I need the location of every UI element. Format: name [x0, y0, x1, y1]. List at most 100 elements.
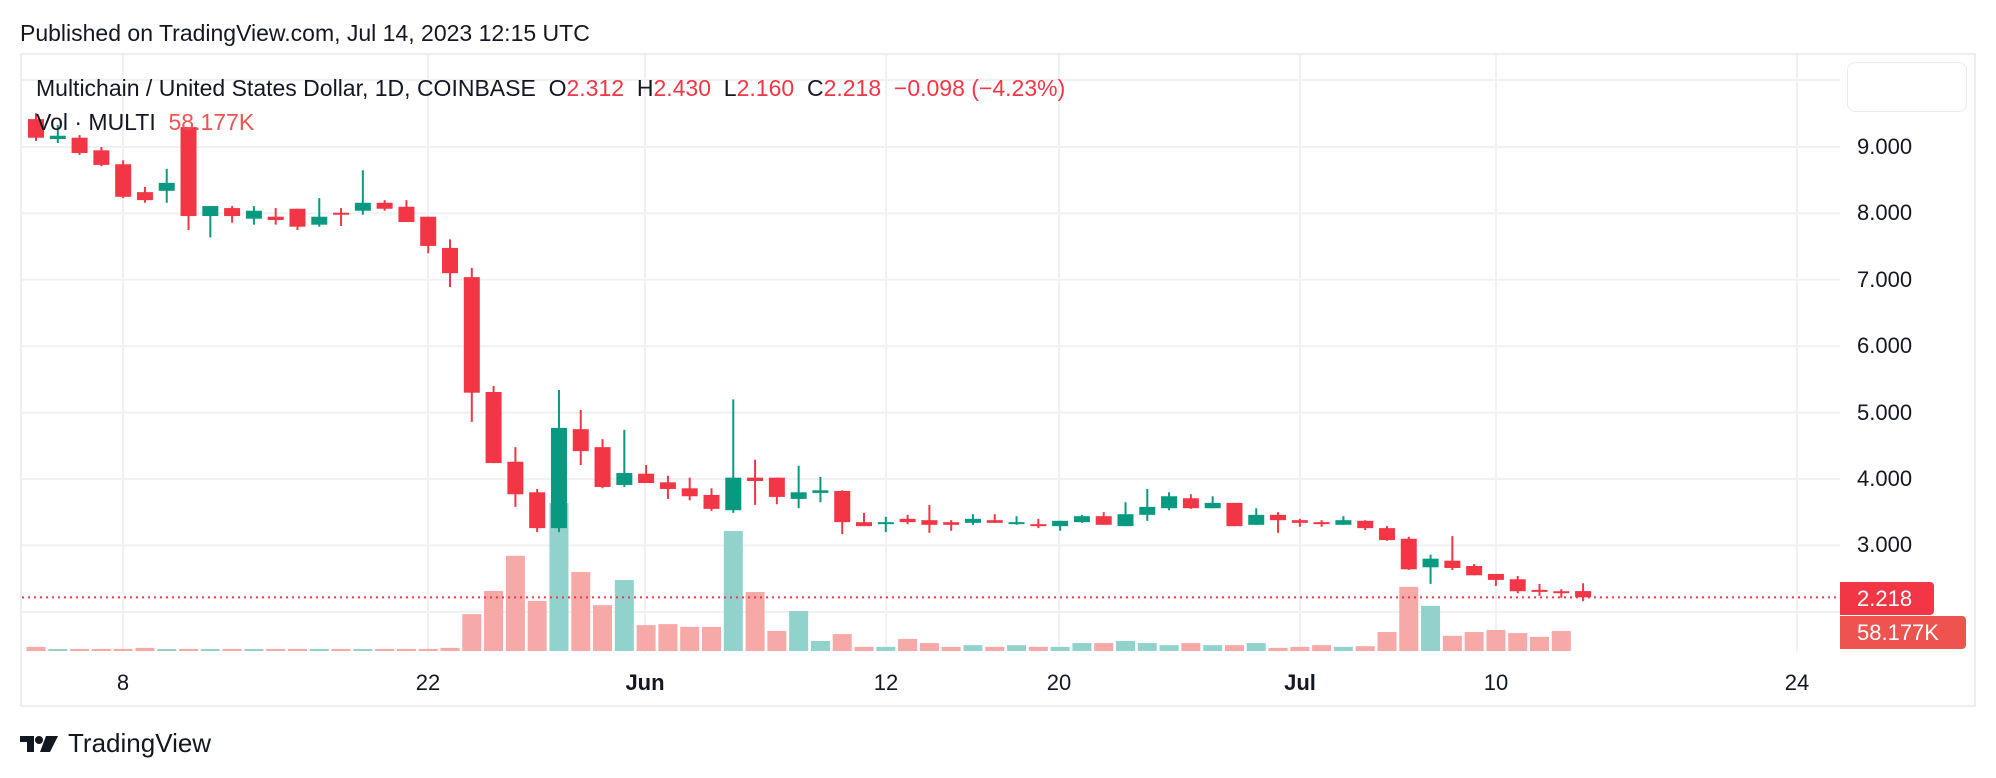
volume-bar: [1072, 643, 1092, 651]
candle-down: [1509, 579, 1526, 592]
close-value: 2.218: [823, 75, 882, 101]
candle-down: [1575, 591, 1592, 598]
candle-down: [71, 137, 88, 153]
volume-bar: [484, 591, 504, 651]
candle-down: [376, 202, 393, 209]
price-tick-label: 3.000: [1857, 532, 1913, 558]
time-tick-label: 8: [116, 670, 130, 695]
candle-down: [681, 488, 698, 497]
candle-up: [1248, 514, 1265, 525]
candle-down: [1291, 520, 1308, 523]
volume-bar: [91, 648, 111, 651]
candle-down: [1226, 502, 1243, 527]
candle-down: [420, 216, 437, 246]
volume-bar: [876, 646, 896, 651]
candle-down: [1553, 591, 1570, 594]
candle-down: [333, 212, 350, 215]
volume-bar: [1007, 645, 1027, 651]
volume-bar: [1159, 645, 1179, 651]
candle-down: [899, 518, 916, 523]
candle-down: [289, 208, 306, 227]
volume-bar: [462, 614, 482, 651]
volume-bar: [1530, 636, 1550, 651]
candle-up: [202, 206, 219, 217]
volume-bar: [200, 648, 220, 651]
candle-up: [1073, 516, 1090, 523]
candle-down: [224, 208, 241, 217]
volume-bar: [26, 646, 46, 651]
volume-bar: [1268, 647, 1288, 651]
tradingview-logo-icon: [20, 735, 58, 752]
volume-bar: [614, 579, 634, 651]
candle-up: [550, 427, 567, 529]
candle-down: [986, 520, 1003, 523]
time-tick-label: Jul: [1284, 670, 1316, 695]
price-tick-label: 7.000: [1857, 266, 1913, 292]
volume-bar: [898, 638, 918, 651]
volume-bar: [636, 625, 656, 651]
time-tick-label: 12: [873, 670, 899, 695]
volume-bar: [593, 605, 613, 651]
candle-up: [49, 135, 66, 140]
current-price-tag: 2.218: [1840, 582, 1934, 615]
candle-down: [398, 206, 415, 223]
volume-bar: [375, 648, 395, 651]
candle-up: [964, 518, 981, 523]
volume-bar: [222, 648, 242, 651]
volume-bar: [1421, 605, 1441, 651]
volume-bar: [832, 634, 852, 651]
candle-up: [616, 473, 633, 485]
open-value: 2.312: [566, 75, 625, 101]
candle-down: [747, 477, 764, 481]
volume-bar: [1355, 646, 1375, 651]
candle-up: [354, 202, 371, 211]
volume-value: 58.177K: [168, 109, 255, 135]
candle-down: [856, 522, 873, 527]
volume-bar: [1333, 646, 1353, 651]
chart-control-box[interactable]: [1847, 62, 1967, 112]
candle-down: [1270, 514, 1287, 521]
time-tick-label: Jun: [625, 670, 665, 695]
volume-bar: [113, 648, 133, 651]
candle-down: [115, 164, 132, 197]
volume-bar: [1224, 645, 1244, 651]
volume-bar: [309, 648, 329, 651]
volume-bar: [1486, 629, 1506, 651]
high-label: H: [636, 75, 654, 101]
candle-down: [1095, 516, 1112, 525]
volume-bar: [658, 624, 678, 651]
high-value: 2.430: [653, 75, 712, 101]
volume-bar: [810, 641, 830, 651]
chart-frame[interactable]: [20, 53, 1976, 707]
candle-down: [768, 477, 785, 497]
close-label: C: [806, 75, 824, 101]
open-label: O: [548, 75, 567, 101]
candle-up: [812, 490, 829, 493]
candle-down: [1182, 498, 1199, 509]
candle-down: [1466, 565, 1483, 576]
candle-down: [834, 490, 851, 523]
candle-up: [725, 477, 742, 511]
volume-bar: [135, 647, 155, 651]
volume-label: Vol · MULTI: [36, 109, 156, 135]
volume-bar: [179, 648, 199, 651]
candle-up: [1204, 502, 1221, 509]
volume-bar: [1203, 645, 1223, 651]
candle-down: [1357, 520, 1374, 529]
candle-down: [1444, 560, 1461, 568]
volume-bar: [353, 648, 373, 651]
volume-bar: [854, 646, 874, 651]
tradingview-brand[interactable]: TradingView: [20, 728, 211, 759]
candle-down: [93, 150, 110, 165]
price-tick-label: 6.000: [1857, 333, 1913, 359]
volume-bar: [1551, 630, 1571, 651]
volume-bar: [1181, 643, 1201, 651]
volume-bar: [70, 648, 90, 651]
candle-down: [703, 494, 720, 509]
candle-down: [28, 119, 44, 138]
candle-down: [463, 277, 480, 393]
candle-down: [638, 473, 655, 483]
volume-bar: [287, 648, 307, 651]
volume-legend: Vol · MULTI 58.177K: [36, 109, 254, 136]
